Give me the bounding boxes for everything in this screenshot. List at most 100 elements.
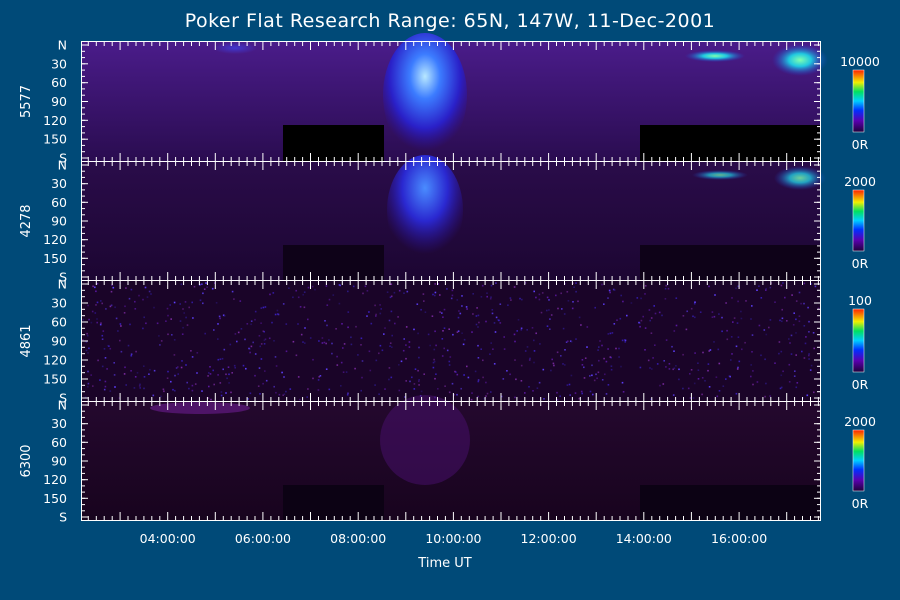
noise-dot	[109, 347, 112, 350]
noise-dot	[434, 330, 436, 333]
noise-dot	[119, 339, 121, 342]
noise-dot	[254, 318, 256, 321]
colorbars: 10000 0R 2000 0R 100 0R 2000 0R	[840, 54, 880, 511]
noise-dot	[803, 357, 806, 359]
colorbar-max-label: 2000	[844, 414, 876, 429]
noise-dot	[803, 302, 805, 305]
noise-dot	[260, 307, 263, 309]
panel-4861-image	[82, 281, 820, 401]
noise-dot	[472, 293, 474, 295]
noise-dot	[793, 375, 796, 377]
noise-dot	[306, 396, 308, 398]
noise-dot	[733, 317, 736, 319]
noise-dot	[113, 374, 116, 376]
noise-dot	[138, 294, 140, 297]
noise-dot	[342, 347, 344, 349]
noise-dot	[593, 379, 596, 382]
noise-dot	[127, 344, 130, 347]
noise-dot	[650, 317, 653, 319]
noise-dot	[88, 318, 90, 321]
noise-dot	[212, 369, 214, 372]
noise-dot	[174, 389, 176, 392]
noise-dot	[486, 295, 488, 298]
noise-dot	[603, 303, 605, 305]
y-tick-label: 90	[51, 94, 67, 109]
noise-dot	[758, 285, 760, 287]
noise-dot	[282, 394, 284, 396]
noise-dot	[433, 358, 435, 361]
noise-dot	[228, 373, 230, 376]
panel-labels: 5577 4278 4861 6300	[19, 85, 34, 478]
noise-dot	[420, 390, 423, 393]
noise-dot	[672, 368, 674, 371]
noise-dot	[497, 319, 499, 321]
noise-dot	[477, 379, 480, 381]
y-tick-label: 60	[51, 195, 67, 210]
noise-dot	[708, 350, 710, 352]
noise-dot	[595, 373, 597, 376]
noise-dot	[375, 359, 378, 362]
noise-dot	[564, 282, 566, 285]
noise-dot	[192, 317, 194, 319]
noise-dot	[96, 282, 99, 285]
panel-5577-glow	[213, 42, 257, 54]
noise-dot	[312, 377, 314, 380]
noise-dot	[433, 348, 436, 351]
noise-dot	[808, 320, 810, 323]
noise-dot	[476, 307, 478, 309]
noise-dot	[607, 384, 610, 386]
noise-dot	[441, 312, 443, 314]
noise-dot	[452, 333, 454, 336]
noise-dot	[556, 398, 559, 401]
noise-dot	[483, 397, 486, 400]
noise-dot	[96, 321, 98, 324]
noise-dot	[207, 375, 209, 377]
noise-dot	[446, 349, 449, 352]
noise-dot	[699, 311, 702, 313]
noise-dot	[740, 317, 743, 320]
noise-dot	[390, 310, 393, 313]
noise-dot	[102, 330, 105, 332]
noise-dot	[295, 289, 297, 292]
noise-dot	[96, 318, 98, 320]
noise-dot	[650, 332, 653, 334]
noise-dot	[179, 320, 182, 322]
noise-dot	[100, 300, 102, 302]
noise-dot	[573, 286, 575, 288]
noise-dot	[792, 324, 795, 326]
noise-dot	[434, 283, 436, 285]
noise-dot	[644, 285, 647, 287]
noise-dot	[769, 286, 772, 289]
noise-dot	[731, 297, 733, 299]
noise-dot	[605, 360, 608, 363]
noise-dot	[730, 359, 732, 361]
y-tick-label: 120	[43, 113, 67, 128]
noise-dot	[252, 341, 254, 344]
noise-dot	[517, 319, 520, 321]
noise-dot	[495, 316, 498, 319]
noise-dot	[531, 327, 534, 329]
noise-dot	[665, 366, 667, 368]
noise-dot	[374, 384, 376, 386]
panel-5577-gap-1	[283, 125, 384, 161]
noise-dot	[146, 296, 149, 298]
noise-dot	[434, 377, 436, 380]
noise-dot	[275, 365, 278, 367]
noise-dot	[94, 286, 96, 289]
noise-dot	[697, 362, 699, 364]
noise-dot	[735, 287, 737, 290]
noise-dot	[556, 351, 559, 354]
noise-dot	[134, 308, 137, 310]
noise-dot	[172, 388, 174, 391]
noise-dot	[246, 323, 249, 325]
noise-dot	[455, 371, 457, 373]
noise-dot	[208, 372, 210, 374]
noise-dot	[528, 386, 530, 388]
noise-dot	[190, 350, 192, 352]
noise-dot	[112, 286, 115, 289]
noise-dot	[528, 359, 531, 361]
noise-dot	[474, 370, 477, 373]
noise-dot	[586, 346, 588, 348]
noise-dot	[780, 284, 783, 287]
noise-dot	[764, 358, 766, 361]
